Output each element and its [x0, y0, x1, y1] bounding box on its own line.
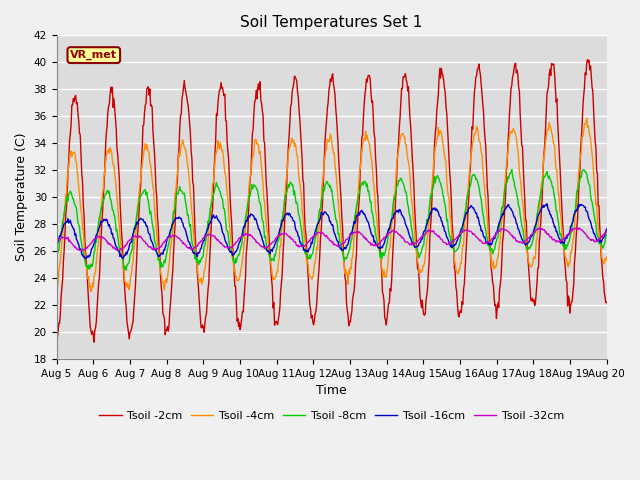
Tsoil -4cm	[415, 270, 423, 276]
Tsoil -32cm	[120, 245, 128, 251]
Tsoil -2cm	[584, 57, 591, 62]
Text: VR_met: VR_met	[70, 50, 117, 60]
Tsoil -16cm	[82, 256, 90, 262]
Tsoil -16cm	[543, 201, 551, 206]
Tsoil -16cm	[399, 214, 407, 220]
Tsoil -2cm	[603, 300, 611, 305]
Line: Tsoil -8cm: Tsoil -8cm	[56, 169, 607, 270]
Tsoil -8cm	[399, 180, 407, 186]
X-axis label: Time: Time	[316, 384, 347, 397]
Tsoil -8cm	[122, 267, 130, 273]
Line: Tsoil -32cm: Tsoil -32cm	[56, 228, 607, 251]
Tsoil -4cm	[120, 266, 128, 272]
Tsoil -2cm	[52, 334, 60, 339]
Tsoil -32cm	[399, 236, 407, 241]
Tsoil -2cm	[63, 205, 70, 211]
Title: Soil Temperatures Set 1: Soil Temperatures Set 1	[241, 15, 423, 30]
Tsoil -2cm	[176, 126, 184, 132]
Tsoil -8cm	[415, 254, 423, 260]
Tsoil -32cm	[77, 248, 85, 254]
Tsoil -2cm	[399, 74, 407, 80]
Tsoil -16cm	[52, 245, 60, 251]
Tsoil -2cm	[90, 339, 98, 345]
Tsoil -32cm	[63, 235, 70, 241]
Tsoil -2cm	[120, 275, 128, 280]
Tsoil -4cm	[63, 190, 70, 196]
Tsoil -32cm	[205, 232, 212, 238]
Tsoil -32cm	[415, 237, 423, 242]
Tsoil -2cm	[415, 276, 423, 282]
Tsoil -8cm	[63, 194, 70, 200]
Tsoil -4cm	[52, 284, 60, 289]
Tsoil -4cm	[399, 131, 407, 136]
Tsoil -8cm	[205, 220, 212, 226]
Tsoil -8cm	[603, 231, 611, 237]
Tsoil -16cm	[120, 254, 128, 260]
Legend: Tsoil -2cm, Tsoil -4cm, Tsoil -8cm, Tsoil -16cm, Tsoil -32cm: Tsoil -2cm, Tsoil -4cm, Tsoil -8cm, Tsoi…	[95, 407, 568, 425]
Tsoil -16cm	[176, 215, 184, 220]
Tsoil -16cm	[205, 222, 212, 228]
Tsoil -32cm	[176, 236, 184, 242]
Tsoil -32cm	[52, 240, 60, 246]
Tsoil -8cm	[119, 258, 127, 264]
Tsoil -8cm	[176, 184, 184, 190]
Tsoil -4cm	[583, 116, 591, 121]
Tsoil -8cm	[508, 167, 516, 172]
Tsoil -4cm	[87, 288, 95, 294]
Tsoil -2cm	[205, 279, 212, 285]
Tsoil -32cm	[603, 228, 611, 234]
Tsoil -4cm	[205, 229, 212, 235]
Y-axis label: Soil Temperature (C): Soil Temperature (C)	[15, 133, 28, 262]
Line: Tsoil -16cm: Tsoil -16cm	[56, 204, 607, 259]
Tsoil -16cm	[603, 226, 611, 232]
Tsoil -32cm	[536, 225, 544, 230]
Line: Tsoil -2cm: Tsoil -2cm	[56, 60, 607, 342]
Tsoil -4cm	[603, 254, 611, 260]
Tsoil -8cm	[52, 255, 60, 261]
Tsoil -4cm	[176, 153, 184, 159]
Tsoil -16cm	[63, 218, 70, 224]
Line: Tsoil -4cm: Tsoil -4cm	[56, 119, 607, 291]
Tsoil -16cm	[415, 240, 423, 246]
